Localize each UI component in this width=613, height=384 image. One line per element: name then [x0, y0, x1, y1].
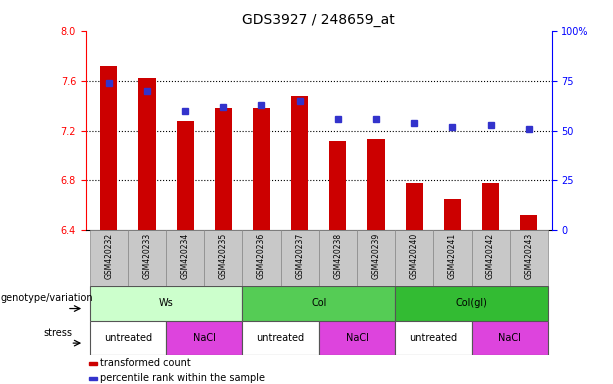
Text: Col: Col	[311, 298, 327, 308]
Bar	[89, 321, 166, 355]
Text: percentile rank within the sample: percentile rank within the sample	[101, 373, 265, 383]
Text: NaCl: NaCl	[346, 333, 368, 343]
Bar	[329, 141, 346, 230]
Bar	[215, 108, 232, 230]
Bar	[520, 215, 538, 230]
Bar	[509, 230, 548, 286]
Bar	[395, 321, 471, 355]
Text: GSM420243: GSM420243	[524, 233, 533, 279]
Text: stress: stress	[44, 328, 73, 338]
Bar	[281, 230, 319, 286]
Bar	[204, 230, 242, 286]
Bar	[471, 230, 509, 286]
Text: GSM420234: GSM420234	[181, 233, 189, 279]
Bar	[406, 183, 423, 230]
Text: GSM420241: GSM420241	[448, 233, 457, 279]
Text: untreated: untreated	[256, 333, 305, 343]
Text: GSM420242: GSM420242	[486, 233, 495, 279]
Bar	[444, 199, 461, 230]
Text: GSM420237: GSM420237	[295, 233, 304, 279]
Bar	[177, 121, 194, 230]
Bar	[367, 139, 384, 230]
Text: GSM420233: GSM420233	[142, 233, 151, 279]
Bar	[319, 321, 395, 355]
Text: GSM420236: GSM420236	[257, 233, 266, 279]
Title: GDS3927 / 248659_at: GDS3927 / 248659_at	[242, 13, 395, 27]
Bar	[357, 230, 395, 286]
Bar	[242, 230, 281, 286]
Bar	[166, 230, 204, 286]
Text: untreated: untreated	[104, 333, 152, 343]
Bar	[128, 230, 166, 286]
Text: GSM420238: GSM420238	[333, 233, 342, 279]
Text: transformed count: transformed count	[101, 358, 191, 368]
Bar	[89, 377, 97, 379]
Text: GSM420235: GSM420235	[219, 233, 228, 279]
Bar	[242, 321, 319, 355]
Bar	[395, 230, 433, 286]
Bar	[319, 230, 357, 286]
Text: GSM420240: GSM420240	[409, 233, 419, 279]
Bar	[291, 96, 308, 230]
Bar	[482, 183, 499, 230]
Text: NaCl: NaCl	[498, 333, 521, 343]
Text: Ws: Ws	[159, 298, 173, 308]
Bar	[89, 362, 97, 364]
Bar	[253, 108, 270, 230]
Text: GSM420239: GSM420239	[371, 233, 381, 279]
Text: Col(gl): Col(gl)	[455, 298, 487, 308]
Text: untreated: untreated	[409, 333, 457, 343]
Text: GSM420232: GSM420232	[104, 233, 113, 279]
Bar	[471, 321, 548, 355]
Bar	[89, 286, 242, 321]
Text: genotype/variation: genotype/variation	[1, 293, 94, 303]
Bar	[89, 230, 128, 286]
Bar	[100, 66, 117, 230]
Bar	[139, 78, 156, 230]
Text: NaCl: NaCl	[192, 333, 216, 343]
Bar	[242, 286, 395, 321]
Bar	[166, 321, 242, 355]
Bar	[395, 286, 548, 321]
Bar	[433, 230, 471, 286]
